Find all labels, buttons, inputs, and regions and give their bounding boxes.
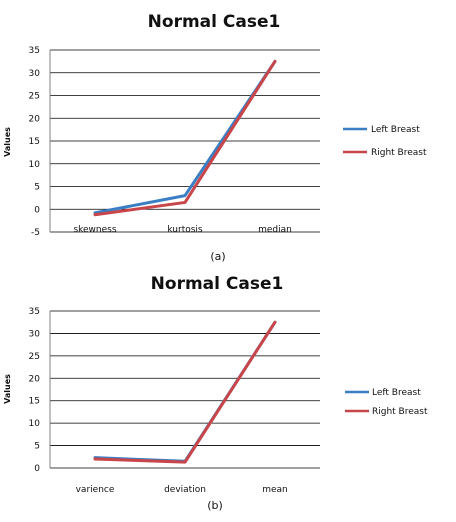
y-tick-label: 35 xyxy=(29,307,40,317)
y-tick-label: 25 xyxy=(29,352,40,362)
series-line-right-breast xyxy=(93,320,277,464)
y-tick-label: 25 xyxy=(29,92,40,102)
series-line-left-breast xyxy=(93,320,277,463)
chart-a: Normal Case1 Values -5 0 5 10 15 20 25 30 35 skew… xyxy=(3,12,427,263)
y-axis-label: Values xyxy=(3,374,12,404)
legend-label-right: Right Breast xyxy=(372,407,428,417)
series-line-left-breast xyxy=(93,59,277,215)
chart-title: Normal Case1 xyxy=(151,274,284,294)
series-lines xyxy=(93,320,277,464)
legend: Left Breast Right Breast xyxy=(345,388,428,417)
gridlines xyxy=(50,49,320,233)
legend: Left Breast Right Breast xyxy=(343,125,427,158)
y-tick-label: 35 xyxy=(29,46,40,56)
y-tick-label: -5 xyxy=(31,228,40,238)
y-tick-label: 15 xyxy=(29,137,40,147)
y-tick-label: 5 xyxy=(34,442,40,452)
legend-label-left: Left Breast xyxy=(371,125,420,135)
y-tick-label: 0 xyxy=(34,205,40,215)
x-tick-label: varience xyxy=(76,485,115,495)
gridlines xyxy=(50,310,320,469)
axes: -5 0 5 10 15 20 25 30 35 skewness kurtosis median xyxy=(29,46,292,238)
caption-a: (a) xyxy=(210,250,225,263)
axes: 0 5 10 15 20 25 30 35 varience deviation mean xyxy=(29,307,288,495)
y-tick-label: 10 xyxy=(29,160,41,170)
series-lines xyxy=(93,59,277,217)
y-tick-label: 30 xyxy=(29,69,41,79)
caption-b: (b) xyxy=(207,499,223,512)
x-tick-label: skewness xyxy=(73,225,116,235)
y-tick-label: 20 xyxy=(29,114,41,124)
series-line-right-breast xyxy=(93,59,277,217)
y-tick-label: 30 xyxy=(29,329,41,339)
y-tick-label: 5 xyxy=(34,183,40,193)
x-tick-label: median xyxy=(258,225,292,235)
x-tick-label: deviation xyxy=(164,485,206,495)
chart-b: Normal Case1 Values 0 5 10 15 20 25 30 35 varien… xyxy=(3,274,428,512)
y-tick-label: 15 xyxy=(29,397,40,407)
y-tick-label: 10 xyxy=(29,419,41,429)
x-tick-label: kurtosis xyxy=(167,225,203,235)
y-tick-label: 0 xyxy=(34,464,40,474)
legend-label-right: Right Breast xyxy=(371,148,427,158)
y-tick-label: 20 xyxy=(29,374,41,384)
y-axis-label: Values xyxy=(3,127,12,157)
x-tick-label: mean xyxy=(262,485,288,495)
legend-label-left: Left Breast xyxy=(372,388,421,398)
chart-title: Normal Case1 xyxy=(148,12,281,32)
